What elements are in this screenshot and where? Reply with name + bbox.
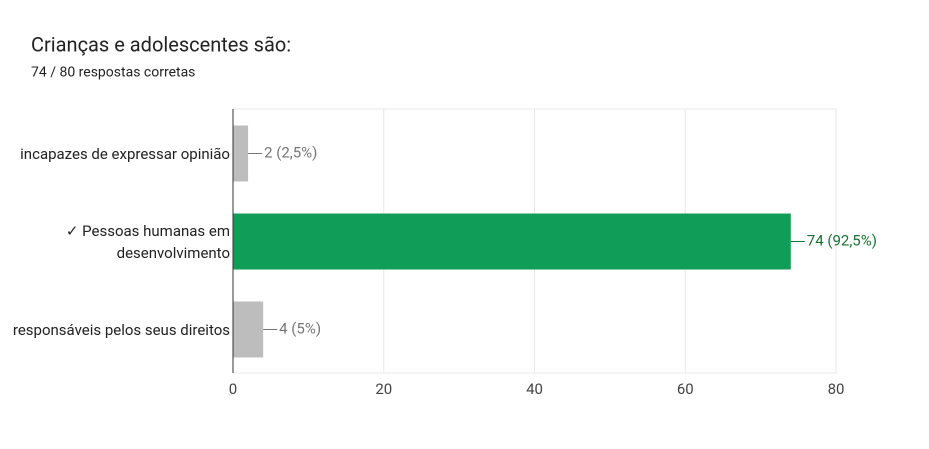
value-label: 74 (92,5%)	[807, 231, 877, 249]
x-tick-label: 80	[828, 380, 845, 398]
x-tick-label: 20	[375, 380, 392, 398]
value-label: 4 (5%)	[279, 319, 321, 337]
y-tick-label: incapazes de expressar opinião	[20, 144, 230, 163]
bar	[233, 125, 249, 182]
value-label: 2 (2,5%)	[264, 143, 317, 161]
bar	[233, 213, 791, 270]
x-tick-label: 0	[229, 380, 237, 398]
x-tick-label: 40	[526, 380, 543, 398]
chart-title: Crianças e adolescentes são:	[31, 32, 291, 56]
chart-subtitle: 74 / 80 respostas corretas	[31, 65, 195, 81]
y-tick-label: responsáveis pelos seus direitos	[12, 320, 230, 339]
y-tick-label: ✓ Pessoas humanas em desenvolvimento	[65, 221, 230, 262]
x-tick-label: 60	[677, 380, 694, 398]
bar	[233, 301, 264, 358]
